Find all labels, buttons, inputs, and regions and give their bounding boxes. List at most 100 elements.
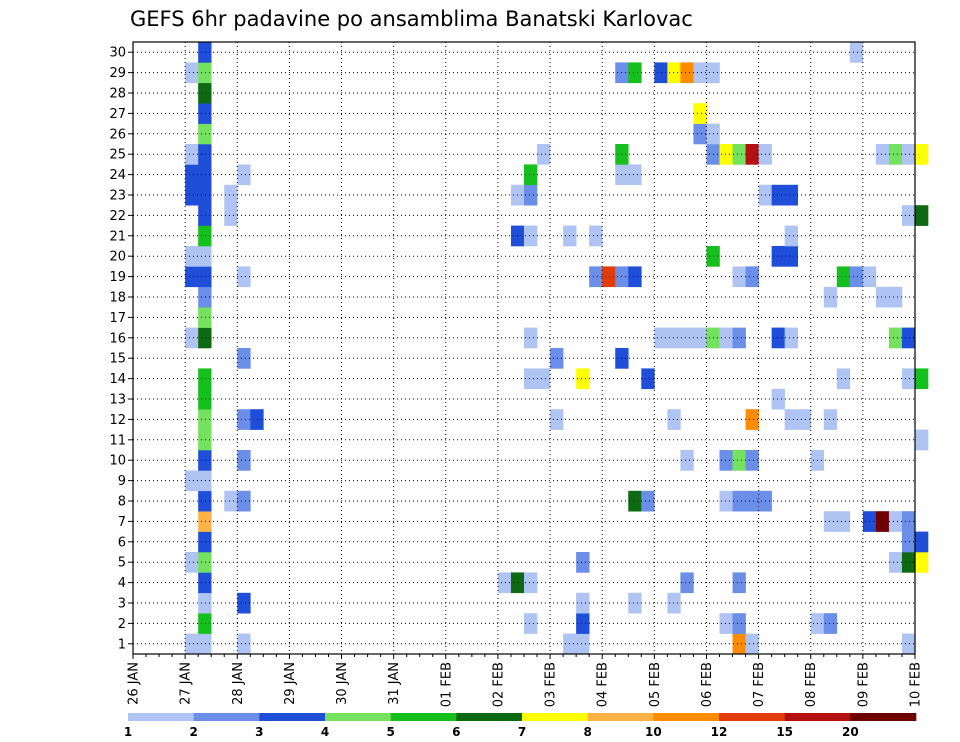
precip-cell (745, 633, 759, 655)
y-tick-label: 22 (109, 209, 126, 224)
precip-cell (732, 633, 746, 655)
precip-cell (732, 144, 746, 165)
precip-cell (576, 633, 590, 655)
y-tick-label: 5 (118, 556, 126, 571)
precip-cell (185, 266, 199, 288)
precip-cell (667, 327, 681, 349)
y-tick-label: 6 (118, 535, 126, 550)
precip-cell (823, 286, 838, 308)
precip-cell (524, 368, 538, 390)
precip-cell (771, 327, 785, 349)
precip-cell (732, 327, 746, 349)
y-tick-label: 12 (109, 413, 126, 428)
precip-cell (185, 327, 199, 349)
x-tick-label: 07 FEB (752, 662, 767, 707)
y-tick-label: 14 (109, 372, 126, 387)
precip-cell (628, 490, 642, 512)
legend-color-swatch (128, 713, 194, 721)
precip-cell (888, 144, 903, 165)
legend-value-label: 15 (776, 725, 793, 739)
precip-cell (719, 613, 733, 634)
precip-cell (589, 266, 603, 288)
precip-cell (524, 225, 538, 247)
precip-cell (198, 429, 212, 451)
precip-cell (198, 409, 212, 430)
precip-cell (641, 368, 655, 390)
precip-cell (602, 266, 616, 288)
precip-cell (901, 511, 916, 532)
precip-cell (537, 368, 551, 390)
cell-layer (185, 42, 929, 655)
precip-cell (237, 164, 251, 186)
precip-cell (745, 266, 759, 288)
x-tick-label: 30 JAN (335, 662, 350, 705)
precip-cell (628, 592, 642, 614)
y-tick-label: 18 (109, 291, 126, 306)
y-tick-label: 7 (118, 515, 126, 530)
legend-value-label: 1 (124, 725, 132, 739)
precip-cell (198, 307, 212, 328)
precip-cell (497, 572, 512, 594)
precip-cell (198, 450, 212, 471)
precip-cell (797, 409, 812, 430)
precip-cell (732, 266, 746, 288)
y-tick-label: 20 (109, 250, 126, 265)
precip-cell (680, 327, 694, 349)
y-tick-label: 17 (109, 311, 126, 326)
precip-cell (875, 511, 890, 532)
precip-cell (771, 184, 785, 206)
precip-cell (198, 490, 212, 512)
legend-value-label: 6 (452, 725, 460, 739)
precip-cell (915, 205, 929, 226)
precip-cell (654, 327, 668, 349)
precip-cell (719, 450, 733, 471)
precip-cell (667, 409, 681, 430)
precip-cell (771, 388, 785, 410)
precip-cell (198, 286, 212, 308)
precip-cell (654, 62, 668, 84)
precip-cell (198, 144, 212, 165)
y-tick-label: 24 (109, 168, 126, 183)
precip-cell (875, 286, 890, 308)
colorbar-legend: 1 2 3 4 5 6 7 8 10 12 15 20 (124, 713, 917, 739)
precip-cell (836, 511, 851, 532)
precip-cell (680, 450, 694, 471)
y-tick-label: 16 (109, 331, 126, 346)
precip-cell (550, 348, 564, 369)
precip-cell (693, 123, 707, 145)
precip-cell (237, 490, 251, 512)
precip-cell (224, 490, 238, 512)
precip-cell (198, 123, 212, 145)
legend-color-swatch (259, 713, 326, 721)
precip-cell (524, 184, 538, 206)
precip-cell (198, 572, 212, 594)
precip-cell (198, 327, 212, 349)
precip-cell (185, 164, 199, 186)
precip-cell (628, 266, 642, 288)
x-tick-label: 06 FEB (700, 662, 715, 707)
precip-cell (198, 368, 212, 390)
y-tick-label: 26 (109, 127, 126, 142)
precip-cell (185, 633, 199, 655)
precip-cell (849, 42, 864, 63)
y-tick-label: 13 (109, 393, 126, 408)
y-tick-label: 21 (109, 229, 126, 244)
precip-cell (732, 572, 746, 594)
precip-cell (198, 42, 212, 63)
precip-cell (198, 511, 212, 532)
legend-color-swatch (784, 713, 851, 721)
precip-cell (198, 103, 212, 124)
y-tick-label: 15 (109, 352, 126, 367)
precip-cell (628, 164, 642, 186)
precip-cell (198, 82, 212, 104)
precip-cell (237, 450, 251, 471)
legend-color-swatch (193, 713, 260, 721)
precip-cell (915, 552, 929, 573)
precip-cell (745, 409, 759, 430)
precip-cell (836, 368, 851, 390)
y-tick-label: 29 (109, 66, 126, 81)
precip-cell (237, 266, 251, 288)
precip-cell (693, 103, 707, 124)
precip-cell (901, 327, 916, 349)
precip-cell (719, 490, 733, 512)
